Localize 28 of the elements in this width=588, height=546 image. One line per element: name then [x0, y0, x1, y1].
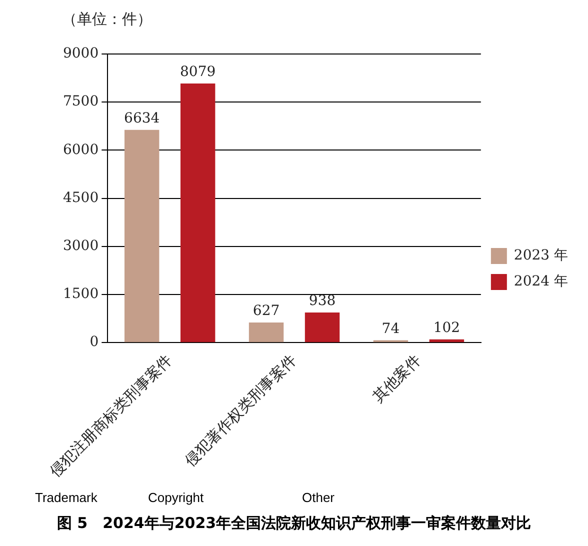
y-tick-label: 3000	[62, 238, 99, 254]
text: Copyright	[148, 490, 204, 505]
y-tick-label: 0	[90, 334, 99, 350]
bar	[180, 84, 216, 342]
bar	[124, 130, 160, 342]
y-tick-label: 4500	[62, 190, 99, 206]
legend-label: 2023 年	[514, 248, 568, 264]
data-label: 102	[433, 320, 460, 336]
data-label: 74	[382, 320, 400, 337]
y-tick-label: 9000	[62, 46, 99, 62]
text: Other	[302, 490, 335, 505]
bar	[248, 322, 284, 342]
x-tick-label: 侵犯著作权类刑事案件	[181, 350, 300, 470]
data-label: 6634	[124, 110, 160, 127]
y-tick-label: 7500	[62, 94, 99, 110]
y-tick-label: 6000	[62, 142, 99, 158]
data-label: 8079	[180, 64, 216, 80]
y-axis-title: （单位：件）	[62, 10, 152, 29]
text: 图 5 2024年与2023年全国法院新收知识产权刑事一审案件数量对比	[56, 514, 532, 533]
bar	[429, 339, 464, 342]
legend-label: 2024 年	[514, 274, 568, 290]
y-tick-label: 1500	[62, 286, 99, 302]
data-label: 627	[252, 303, 280, 320]
bar	[304, 312, 340, 342]
text: Trademark	[35, 490, 98, 505]
x-tick-label: 侵犯注册商标类刑事案件	[46, 350, 176, 480]
data-label: 938	[308, 293, 336, 310]
x-tick-label: 其他案件	[369, 350, 424, 406]
